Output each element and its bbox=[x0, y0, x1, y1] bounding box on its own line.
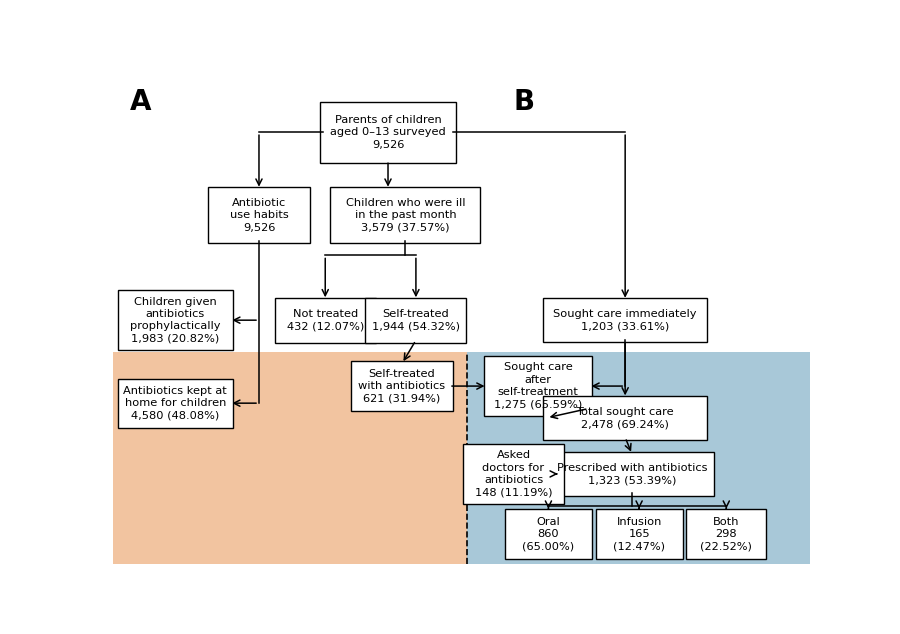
FancyBboxPatch shape bbox=[596, 509, 683, 559]
Text: Both
298
(22.52%): Both 298 (22.52%) bbox=[700, 517, 752, 552]
Text: Self-treated
with antibiotics
621 (31.94%): Self-treated with antibiotics 621 (31.94… bbox=[358, 369, 446, 403]
Text: Infusion
165
(12.47%): Infusion 165 (12.47%) bbox=[613, 517, 665, 552]
FancyBboxPatch shape bbox=[351, 361, 453, 411]
Text: Not treated
432 (12.07%): Not treated 432 (12.07%) bbox=[286, 309, 364, 332]
FancyBboxPatch shape bbox=[365, 298, 466, 342]
FancyBboxPatch shape bbox=[463, 444, 564, 504]
FancyBboxPatch shape bbox=[118, 290, 233, 350]
FancyBboxPatch shape bbox=[209, 187, 310, 243]
FancyBboxPatch shape bbox=[544, 298, 707, 342]
Text: Prescribed with antibiotics
1,323 (53.39%): Prescribed with antibiotics 1,323 (53.39… bbox=[557, 463, 707, 485]
Text: B: B bbox=[514, 88, 535, 116]
FancyBboxPatch shape bbox=[320, 101, 456, 163]
FancyBboxPatch shape bbox=[330, 187, 481, 243]
Text: Parents of children
aged 0–13 surveyed
9,526: Parents of children aged 0–13 surveyed 9… bbox=[330, 115, 446, 150]
FancyBboxPatch shape bbox=[505, 509, 592, 559]
FancyBboxPatch shape bbox=[550, 452, 714, 496]
Text: Sought care
after
self-treatment
1,275 (65.59%): Sought care after self-treatment 1,275 (… bbox=[494, 363, 582, 410]
Text: A: A bbox=[130, 88, 151, 116]
Text: Asked
doctors for
antibiotics
148 (11.19%): Asked doctors for antibiotics 148 (11.19… bbox=[475, 450, 553, 498]
FancyBboxPatch shape bbox=[544, 396, 707, 440]
FancyBboxPatch shape bbox=[484, 356, 592, 416]
FancyBboxPatch shape bbox=[274, 298, 376, 342]
FancyBboxPatch shape bbox=[686, 509, 767, 559]
Text: Sought care immediately
1,203 (33.61%): Sought care immediately 1,203 (33.61%) bbox=[554, 309, 697, 332]
Text: Antibiotics kept at
home for children
4,580 (48.08%): Antibiotics kept at home for children 4,… bbox=[123, 385, 227, 420]
Text: Children who were ill
in the past month
3,579 (37.57%): Children who were ill in the past month … bbox=[346, 198, 465, 233]
Bar bbox=[112, 352, 467, 564]
Text: Total sought care
2,478 (69.24%): Total sought care 2,478 (69.24%) bbox=[576, 406, 674, 429]
Text: Self-treated
1,944 (54.32%): Self-treated 1,944 (54.32%) bbox=[372, 309, 460, 332]
Text: Children given
antibiotics
prophylactically
1,983 (20.82%): Children given antibiotics prophylactica… bbox=[130, 297, 220, 344]
FancyBboxPatch shape bbox=[118, 378, 233, 427]
Bar bbox=[467, 352, 810, 564]
Text: Antibiotic
use habits
9,526: Antibiotic use habits 9,526 bbox=[230, 198, 288, 233]
Text: Oral
860
(65.00%): Oral 860 (65.00%) bbox=[522, 517, 574, 552]
